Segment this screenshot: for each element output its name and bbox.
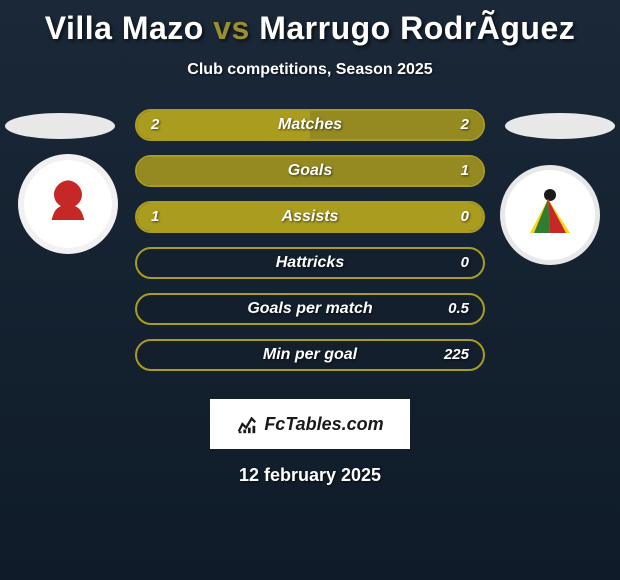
stats-panel: 2Matches2Goals11Assists0Hattricks0Goals … xyxy=(0,109,620,389)
stat-label: Hattricks xyxy=(137,249,483,277)
stat-row: Hattricks0 xyxy=(135,247,485,279)
stat-value-right: 1 xyxy=(461,157,469,185)
stat-row: Min per goal225 xyxy=(135,339,485,371)
stat-row: 1Assists0 xyxy=(135,201,485,233)
player1-club-crest xyxy=(18,154,118,254)
player1-shadow-oval xyxy=(5,113,115,139)
lion-crest-icon xyxy=(40,171,96,238)
stat-label: Assists xyxy=(137,203,483,231)
stat-label: Min per goal xyxy=(137,341,483,369)
competition-subtitle: Club competitions, Season 2025 xyxy=(0,61,620,79)
stat-value-right: 2 xyxy=(461,111,469,139)
stat-label: Goals xyxy=(137,157,483,185)
stat-row: Goals per match0.5 xyxy=(135,293,485,325)
chart-icon xyxy=(236,413,258,435)
stat-value-right: 0 xyxy=(461,249,469,277)
player1-name: Villa Mazo xyxy=(45,10,204,46)
stat-label: Goals per match xyxy=(137,295,483,323)
snapshot-date: 12 february 2025 xyxy=(0,465,620,486)
stat-value-right: 0 xyxy=(461,203,469,231)
stat-value-right: 0.5 xyxy=(448,295,469,323)
brand-badge: FcTables.com xyxy=(210,399,410,449)
stats-list: 2Matches2Goals11Assists0Hattricks0Goals … xyxy=(135,109,485,385)
player2-shadow-oval xyxy=(505,113,615,139)
stat-row: Goals1 xyxy=(135,155,485,187)
stat-value-right: 225 xyxy=(444,341,469,369)
stat-row: 2Matches2 xyxy=(135,109,485,141)
stat-label: Matches xyxy=(137,111,483,139)
vs-label: vs xyxy=(213,10,250,46)
player2-name: Marrugo RodrÃ­guez xyxy=(259,10,575,46)
flag-crest-icon xyxy=(525,197,575,233)
comparison-title: Villa Mazo vs Marrugo RodrÃ­guez xyxy=(0,0,620,47)
player2-club-crest xyxy=(500,165,600,265)
brand-text: FcTables.com xyxy=(264,414,383,435)
